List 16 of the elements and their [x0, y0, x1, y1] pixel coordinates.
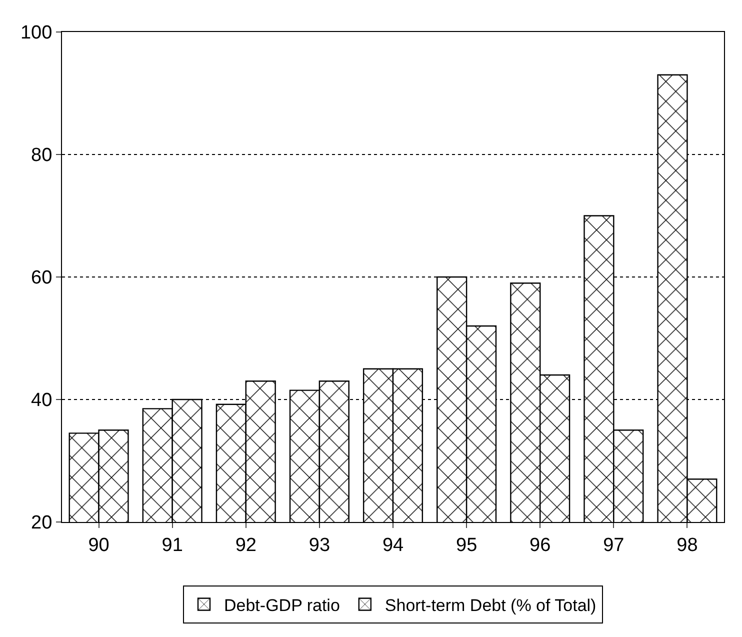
x-tick-label: 97 — [603, 534, 624, 556]
series-label: Short-term Debt (% of Total) — [384, 596, 596, 615]
y-tick-label: 40 — [31, 390, 52, 412]
x-tick-label: 93 — [308, 534, 330, 556]
x-tick-label: 96 — [530, 534, 551, 556]
y-tick-label: 80 — [31, 145, 52, 166]
x-tick-label: 90 — [88, 534, 110, 556]
y-tick-label: 60 — [31, 268, 52, 289]
series-label: Debt-GDP ratio — [224, 596, 340, 615]
x-tick-label: 92 — [235, 534, 256, 556]
y-tick-label: 20 — [31, 512, 52, 534]
x-tick-label: 98 — [676, 534, 698, 556]
x-tick-label: 91 — [162, 534, 183, 556]
x-tick-label: 95 — [456, 534, 478, 556]
y-tick-label: 100 — [20, 22, 52, 44]
x-tick-label: 94 — [382, 534, 404, 556]
